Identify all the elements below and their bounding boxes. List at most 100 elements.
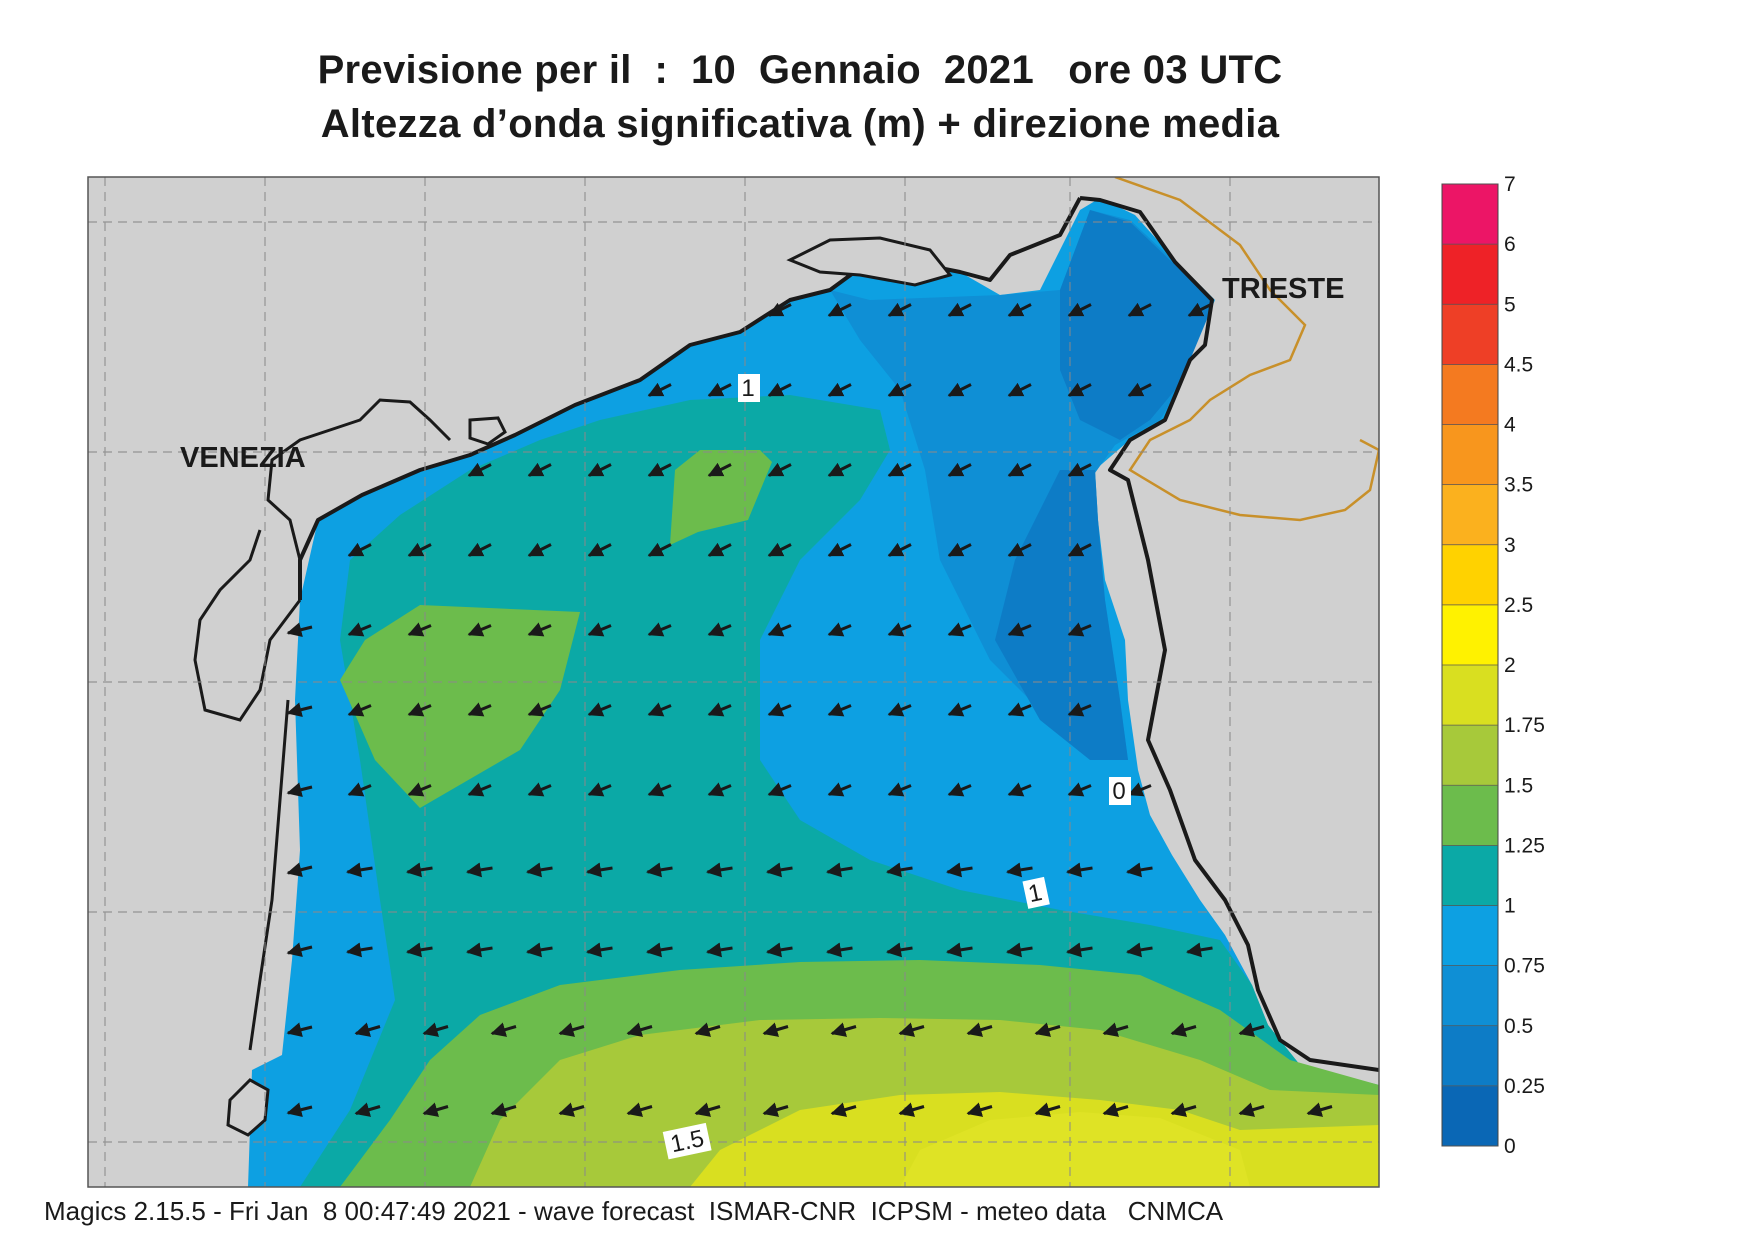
- wave-arrow: [586, 942, 613, 958]
- wave-arrow: [947, 302, 972, 317]
- wave-arrow: [647, 542, 672, 557]
- wave-arrow: [762, 1102, 789, 1117]
- legend-tick-label: 1.75: [1504, 714, 1545, 737]
- wave-arrow: [707, 542, 732, 557]
- wave-arrow: [527, 462, 552, 477]
- footer-credits: Magics 2.15.5 - Fri Jan 8 00:47:49 2021 …: [44, 1196, 1224, 1226]
- wave-arrow: [887, 782, 912, 797]
- wave-arrow: [527, 542, 552, 557]
- wave-arrow: [526, 942, 553, 958]
- legend-tick-label: 5: [1504, 293, 1516, 316]
- city-label-venezia: VENEZIA: [180, 442, 306, 474]
- chart-title-line1: Previsione per il : 10 Gennaio 2021 ore …: [317, 48, 1283, 92]
- legend-colorbar: 0 0.25 0.5 0.75 1 1.25 1.5 1.75 2 2.5 3 3.5 4 4.5 5 6 7: [1441, 173, 1545, 1158]
- legend-swatch: [1442, 905, 1498, 967]
- wave-arrow: [826, 862, 853, 878]
- legend-tick-label: 0: [1504, 1135, 1516, 1158]
- wave-zone-0.25b: [995, 470, 1128, 760]
- wave-arrow: [827, 622, 852, 637]
- wave-arrow: [1006, 942, 1033, 958]
- contour-label-text: 0: [1112, 778, 1125, 805]
- wave-arrow: [887, 382, 912, 397]
- wave-arrow: [1126, 942, 1153, 958]
- wave-arrow: [587, 462, 612, 477]
- wave-arrow: [946, 942, 973, 958]
- wave-zone-1.25-north: [670, 450, 772, 545]
- wave-arrow: [286, 622, 313, 638]
- wave-arrow: [887, 302, 912, 317]
- wave-arrow: [887, 702, 912, 717]
- wave-arrow: [830, 1102, 857, 1117]
- wave-arrow: [1007, 462, 1032, 477]
- wave-arrow: [827, 462, 852, 477]
- wave-arrow: [587, 702, 612, 717]
- wave-arrow: [422, 1102, 449, 1117]
- wave-arrow: [947, 462, 972, 477]
- legend-tick-label: 1.5: [1504, 774, 1533, 797]
- wave-arrow: [407, 542, 432, 557]
- wave-arrow: [587, 542, 612, 557]
- wave-arrow: [947, 382, 972, 397]
- wave-arrow: [1127, 382, 1152, 397]
- wave-zone-0.25: [1060, 210, 1212, 440]
- land-istria: [1110, 177, 1379, 1070]
- wave-arrow: [647, 702, 672, 717]
- wave-arrow: [827, 542, 852, 557]
- wave-arrow: [587, 782, 612, 797]
- wave-arrow: [707, 622, 732, 637]
- wave-arrow: [286, 862, 313, 878]
- legend-swatch: [1442, 604, 1498, 666]
- wave-arrow: [767, 702, 792, 717]
- contour-label: 1: [738, 374, 760, 402]
- wave-arrow: [647, 382, 672, 397]
- wave-arrow: [966, 1102, 993, 1117]
- wave-arrow: [1034, 1102, 1061, 1117]
- wave-arrow: [1067, 302, 1092, 317]
- contour-label: 1.5: [662, 1122, 712, 1160]
- wave-arrow: [558, 1022, 585, 1037]
- wave-arrow: [286, 1102, 313, 1118]
- legend-tick-label: 0.5: [1504, 1015, 1533, 1038]
- coastline: [298, 196, 1379, 1072]
- wave-arrow: [467, 542, 492, 557]
- wave-arrow: [1007, 382, 1032, 397]
- wave-zone-1.75b: [900, 1112, 1250, 1187]
- wave-arrow: [286, 942, 313, 958]
- wave-arrow: [526, 862, 553, 878]
- wave-arrow: [647, 462, 672, 477]
- wave-arrow: [647, 622, 672, 637]
- wave-arrow: [826, 942, 853, 958]
- legend-tick-label: 2.5: [1504, 594, 1533, 617]
- contour-label-text: 1: [1026, 879, 1045, 908]
- wave-arrow: [1007, 782, 1032, 797]
- wave-arrow: [767, 382, 792, 397]
- legend-tick-label: 6: [1504, 233, 1516, 256]
- wave-arrow: [527, 622, 552, 637]
- wave-arrow: [887, 462, 912, 477]
- wave-arrow: [767, 542, 792, 557]
- wave-zone-1.25-west: [340, 605, 580, 808]
- wave-arrow: [766, 862, 793, 878]
- wave-arrow: [347, 782, 372, 797]
- wave-arrow: [286, 782, 313, 798]
- wave-arrow: [767, 462, 792, 477]
- wave-arrow: [887, 542, 912, 557]
- wave-arrow: [407, 782, 432, 797]
- map-frame: [87, 176, 1380, 1188]
- wave-arrow: [766, 942, 793, 958]
- legend-swatch: [1442, 785, 1498, 846]
- wave-arrow: [1066, 942, 1093, 958]
- wave-arrow: [286, 702, 313, 718]
- legend-tick-label: 1: [1504, 895, 1516, 918]
- wave-arrow: [490, 1022, 517, 1037]
- wave-arrow: [1102, 1102, 1129, 1117]
- legend-tick-label: 2: [1504, 654, 1516, 677]
- wave-arrow: [586, 862, 613, 878]
- wave-arrow: [1066, 862, 1093, 878]
- legend-swatch: [1442, 424, 1498, 486]
- wave-arrow: [286, 1022, 313, 1038]
- wave-arrow: [1126, 862, 1153, 878]
- wave-arrow: [647, 782, 672, 797]
- legend-tick-label: 0.75: [1504, 955, 1545, 978]
